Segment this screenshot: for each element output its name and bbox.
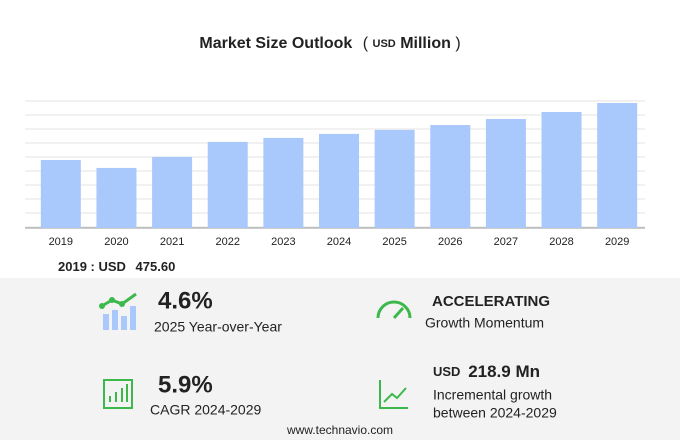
cagr-icon bbox=[103, 379, 133, 409]
stats-panel bbox=[0, 278, 680, 440]
bar bbox=[541, 112, 582, 228]
x-tick-label: 2021 bbox=[160, 236, 184, 248]
stat-label: Incremental growth bbox=[433, 387, 552, 403]
base-year: 2019 : USD bbox=[58, 259, 126, 274]
stat-value: USD 218.9 Mn bbox=[433, 362, 540, 381]
x-tick-label: 2022 bbox=[215, 236, 239, 248]
title-text: Market Size Outlook bbox=[199, 35, 352, 52]
bar bbox=[207, 141, 248, 228]
unit-close: ) bbox=[455, 35, 460, 52]
x-tick-label: 2020 bbox=[104, 236, 128, 248]
base-label: 2019 : USD 475.60 bbox=[58, 259, 175, 274]
incremental-icon bbox=[379, 380, 408, 409]
stat-label: between 2024-2029 bbox=[433, 405, 557, 421]
x-tick-label: 2027 bbox=[494, 236, 518, 248]
stat-value: 5.9% bbox=[158, 371, 213, 398]
stat-label: CAGR 2024-2029 bbox=[150, 402, 262, 418]
base-value: 475.60 bbox=[136, 259, 176, 274]
bar bbox=[319, 133, 359, 228]
unit-open: ( bbox=[363, 35, 369, 52]
momentum-icon bbox=[376, 300, 412, 320]
bar bbox=[485, 119, 526, 228]
x-tick-label: 2023 bbox=[271, 236, 295, 248]
x-tick-label: 2028 bbox=[549, 236, 573, 248]
x-tick-label: 2019 bbox=[49, 236, 73, 248]
x-tick-label: 2024 bbox=[327, 236, 351, 248]
bar bbox=[430, 125, 471, 228]
x-tick-label: 2026 bbox=[438, 236, 462, 248]
bar bbox=[597, 103, 638, 228]
unit: Million bbox=[400, 35, 451, 52]
bar bbox=[40, 159, 81, 228]
stat-value: ACCELERATING bbox=[432, 293, 550, 310]
x-tick-label: 2025 bbox=[382, 236, 406, 248]
chart-title: Market Size Outlook ( USD Million ) bbox=[199, 35, 460, 52]
stat-label: 2025 Year-over-Year bbox=[154, 319, 282, 335]
bar bbox=[374, 129, 415, 228]
stat-label: Growth Momentum bbox=[425, 315, 544, 331]
bar bbox=[96, 167, 137, 228]
stat-value: 4.6% bbox=[158, 287, 213, 314]
stat-number: 218.9 Mn bbox=[468, 362, 540, 381]
unit-currency: USD bbox=[373, 38, 396, 50]
bar bbox=[152, 156, 193, 228]
yoy-icon bbox=[99, 292, 137, 330]
bar bbox=[263, 137, 304, 228]
stat-currency: USD bbox=[433, 364, 460, 379]
x-tick-label: 2029 bbox=[605, 236, 629, 248]
footer: www.technavio.com bbox=[286, 423, 393, 437]
